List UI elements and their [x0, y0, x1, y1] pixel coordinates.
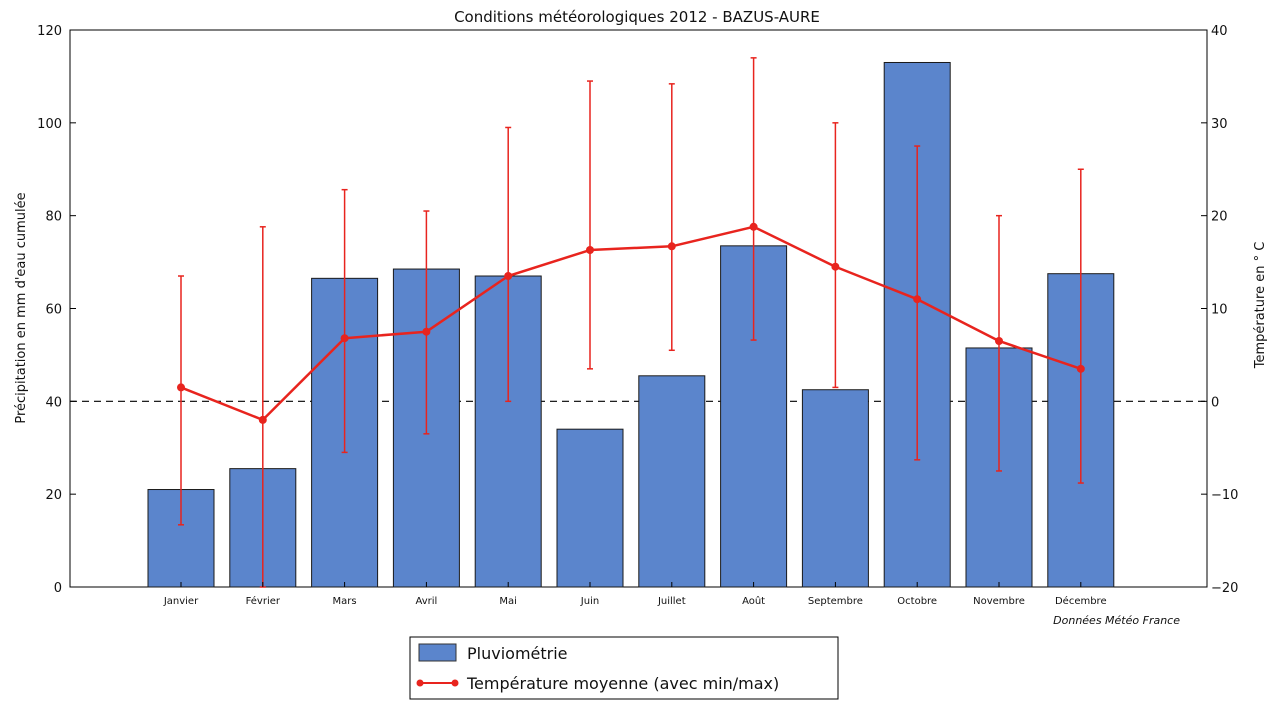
chart-title: Conditions météorologiques 2012 - BAZUS-…	[454, 8, 820, 26]
temperature-point-12	[1076, 364, 1085, 373]
x-tick-label-4: Avril	[415, 596, 437, 607]
x-tick-label-6: Juin	[580, 596, 599, 607]
temperature-point-4	[422, 327, 431, 336]
temperature-points	[177, 222, 1085, 424]
left-tick-label-0: 0	[54, 581, 62, 596]
source-note: Données Météo France	[1053, 614, 1180, 627]
left-tick-label-2: 40	[45, 395, 62, 410]
temperature-point-10	[913, 295, 922, 304]
legend-marker-right	[451, 679, 459, 687]
right-axis: −20 −10 0 10 20 30 40	[1201, 24, 1238, 596]
legend: Pluviométrie Température moyenne (avec m…	[409, 636, 839, 700]
bar-9	[801, 389, 869, 588]
x-tick-label-2: Février	[246, 595, 281, 607]
bar-6	[556, 428, 624, 588]
left-tick-label-5: 100	[37, 117, 62, 132]
temperature-point-11	[995, 336, 1003, 345]
x-tick-label-7: Juillet	[657, 596, 686, 607]
right-tick-label-4: 20	[1211, 210, 1228, 225]
x-tick-label-12: Décembre	[1055, 595, 1107, 607]
temperature-line-layer	[180, 225, 1082, 422]
temperature-point-9	[831, 262, 840, 271]
right-tick-label-3: 10	[1211, 303, 1228, 318]
x-tick-label-5: Mai	[499, 596, 517, 607]
temperature-point-7	[667, 242, 676, 251]
x-tick-label-10: Octobre	[897, 596, 937, 607]
x-tick-label-3: Mars	[333, 596, 357, 607]
x-tick-label-11: Novembre	[973, 596, 1025, 607]
left-axis: 0 20 40 60 80 100 120	[37, 24, 76, 596]
x-axis: Janvier Février Mars Avril Mai Juin Juillet Aoû…	[163, 582, 1107, 607]
temperature-point-1	[177, 383, 185, 392]
legend-marker-left	[416, 679, 424, 687]
legend-label-temperature: Température moyenne (avec min/max)	[466, 674, 779, 693]
right-axis-label: Température en ° C	[1253, 242, 1268, 370]
left-tick-label-4: 80	[45, 210, 62, 225]
legend-swatch-pluviometrie	[418, 643, 457, 662]
x-tick-label-9: Septembre	[808, 596, 863, 607]
left-tick-label-1: 20	[45, 488, 62, 503]
left-axis-label: Précipitation en mm d'eau cumulée	[14, 192, 29, 423]
left-tick-label-6: 120	[37, 24, 62, 39]
bar-7	[638, 375, 706, 588]
plot-area	[69, 29, 1208, 588]
legend-label-pluviometrie: Pluviométrie	[467, 644, 568, 663]
right-tick-label-0: −20	[1211, 581, 1238, 596]
temperature-point-2	[258, 415, 267, 424]
right-tick-label-1: −10	[1211, 488, 1238, 503]
temperature-point-6	[586, 246, 594, 255]
left-tick-label-3: 60	[45, 303, 62, 318]
right-tick-label-2: 0	[1211, 395, 1219, 410]
x-tick-label-8: Août	[742, 595, 765, 607]
right-tick-label-6: 40	[1211, 24, 1228, 39]
right-tick-label-5: 30	[1211, 117, 1228, 132]
x-tick-label-1: Janvier	[163, 596, 199, 607]
temperature-point-3	[340, 334, 349, 343]
legend-frame	[409, 636, 839, 700]
temperature-point-8	[749, 222, 758, 231]
temperature-line	[180, 225, 1082, 422]
temperature-point-5	[504, 272, 513, 281]
